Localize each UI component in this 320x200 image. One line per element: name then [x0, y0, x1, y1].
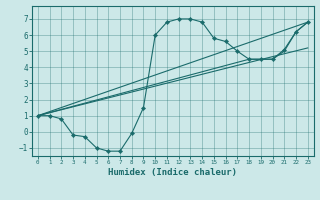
X-axis label: Humidex (Indice chaleur): Humidex (Indice chaleur): [108, 168, 237, 177]
